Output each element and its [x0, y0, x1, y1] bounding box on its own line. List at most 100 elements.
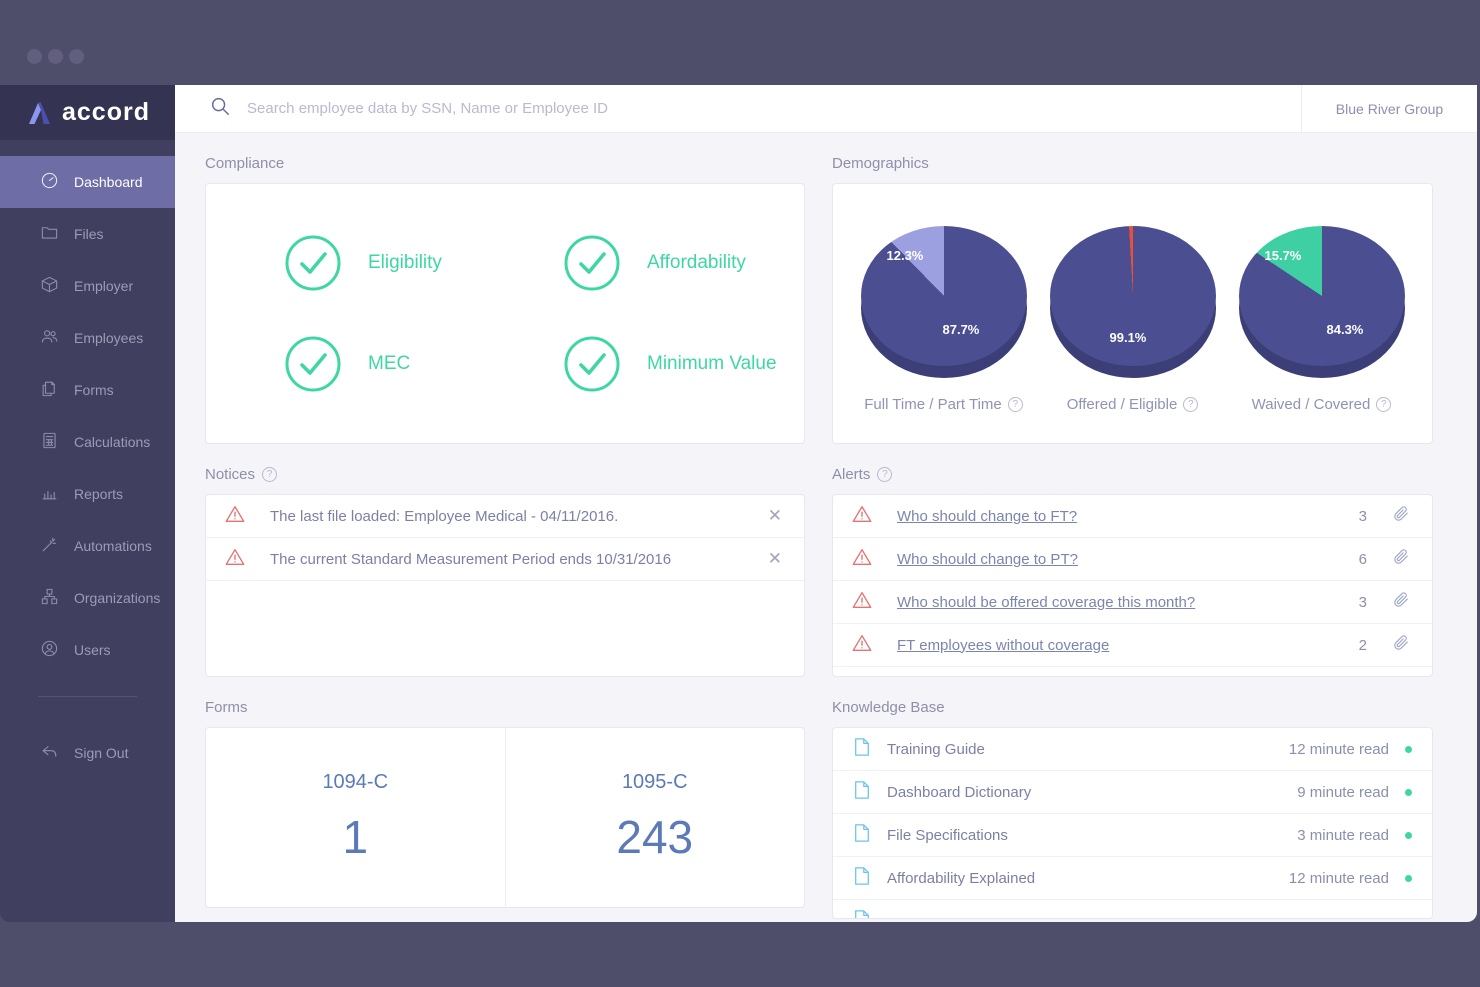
window-controls[interactable] — [27, 49, 84, 64]
notice-row: The last file loaded: Employee Medical -… — [206, 495, 804, 538]
alert-link[interactable]: Who should be offered coverage this mont… — [897, 593, 1196, 611]
kb-row[interactable]: Training Guide 12 minute read — [833, 728, 1432, 771]
unread-dot — [1405, 788, 1412, 796]
kb-row[interactable]: Affordability Explained 12 minute read — [833, 857, 1432, 900]
sidebar-item-automations[interactable]: Automations — [0, 520, 175, 572]
sidebar-nav: Dashboard Files Employer Employees — [0, 156, 175, 676]
sign-out-button[interactable]: Sign Out — [0, 727, 175, 779]
knowledge-base-title: Knowledge Base — [832, 699, 945, 716]
close-icon[interactable]: ✕ — [767, 506, 782, 525]
bar-chart-icon — [40, 483, 59, 505]
document-icon — [853, 780, 871, 805]
kb-article-link[interactable]: Training Guide — [887, 740, 985, 758]
app-window: accord Dashboard Files Employer — [0, 85, 1477, 922]
kb-read-time: 9 minute read — [1297, 783, 1389, 801]
notices-title-label: Notices — [205, 466, 256, 483]
pie-offered-eligible: 99.1% Offered / Eligible ? — [1049, 226, 1216, 443]
paperclip-icon[interactable] — [1391, 547, 1410, 571]
demographics-panel: 12.3% 87.7% Full Time / Part Time ? — [832, 183, 1433, 444]
warning-icon — [851, 589, 873, 616]
help-icon[interactable]: ? — [1183, 397, 1199, 412]
form-1094c: 1094-C 1 — [206, 728, 506, 907]
sidebar-item-calculations[interactable]: Calculations — [0, 416, 175, 468]
document-icon — [853, 909, 871, 918]
sign-out-icon — [40, 742, 59, 764]
pie-slice-label: 87.7% — [942, 322, 980, 337]
sidebar-item-label: Dashboard — [74, 174, 143, 190]
sidebar-item-forms[interactable]: Forms — [0, 364, 175, 416]
compliance-item-label: MEC — [368, 353, 411, 375]
knowledge-base-section: Knowledge Base Training Guide 12 minute … — [832, 699, 1433, 919]
magic-wand-icon — [40, 535, 59, 557]
org-switcher[interactable]: Blue River Group — [1301, 85, 1477, 132]
sidebar-item-employer[interactable]: Employer — [0, 260, 175, 312]
alerts-title-label: Alerts — [832, 466, 871, 483]
sidebar-item-reports[interactable]: Reports — [0, 468, 175, 520]
close-icon[interactable]: ✕ — [767, 549, 782, 568]
forms-section: Forms 1094-C 1 1095-C 243 — [205, 699, 805, 919]
compliance-item-label: Eligibility — [368, 251, 442, 273]
form-label: 1094-C — [322, 771, 389, 793]
compliance-item-affordability: Affordability — [505, 212, 784, 314]
pie-slice-label: 12.3% — [886, 248, 924, 263]
compliance-item-minimum-value: Minimum Value — [505, 314, 784, 416]
gauge-icon — [40, 171, 59, 193]
pie-surface — [860, 226, 1027, 366]
alert-link[interactable]: Who should change to PT? — [897, 550, 1078, 568]
alert-link[interactable]: Who should change to FT? — [897, 507, 1078, 525]
warning-icon — [851, 503, 873, 530]
paperclip-icon[interactable] — [1391, 633, 1410, 657]
warning-icon — [224, 503, 246, 530]
form-count: 1 — [342, 811, 369, 863]
unread-dot — [1405, 874, 1412, 882]
paperclip-icon[interactable] — [1391, 504, 1410, 528]
compliance-item-mec: MEC — [226, 314, 505, 416]
compliance-item-label: Minimum Value — [647, 353, 777, 375]
sidebar-item-label: Organizations — [74, 590, 161, 606]
kb-row[interactable]: File Specifications 3 minute read — [833, 814, 1432, 857]
sidebar-item-users[interactable]: Users — [0, 624, 175, 676]
document-icon — [853, 737, 871, 762]
kb-read-time: 12 minute read — [1288, 740, 1389, 758]
alert-row: Who should be offered coverage this mont… — [833, 581, 1432, 624]
sidebar-item-files[interactable]: Files — [0, 208, 175, 260]
notices-section: Notices ? The last file loaded: Employee… — [205, 466, 805, 677]
paperclip-icon[interactable] — [1391, 590, 1410, 614]
help-icon[interactable]: ? — [1376, 397, 1392, 412]
check-circle-icon — [285, 235, 341, 291]
kb-article-link[interactable]: File Specifications — [887, 826, 1008, 844]
sidebar-item-dashboard[interactable]: Dashboard — [0, 156, 175, 208]
check-circle-icon — [285, 336, 341, 392]
kb-read-time: 3 minute read — [1297, 826, 1389, 844]
kb-read-time: 12 minute read — [1288, 869, 1389, 887]
pie-surface — [1238, 226, 1405, 366]
window-dot-1[interactable] — [27, 49, 42, 64]
help-icon[interactable]: ? — [877, 467, 893, 482]
window-dot-3[interactable] — [69, 49, 84, 64]
pie-chart: 15.7% 84.3% — [1238, 226, 1405, 378]
sidebar-item-organizations[interactable]: Organizations — [0, 572, 175, 624]
search-bar[interactable] — [175, 85, 1301, 132]
document-icon — [853, 823, 871, 848]
accord-logo-icon — [29, 101, 50, 124]
kb-article-link[interactable]: Dashboard Dictionary — [887, 783, 1032, 801]
forms-title: Forms — [205, 699, 248, 716]
notice-text: The last file loaded: Employee Medical -… — [270, 507, 619, 525]
sidebar-item-label: Employer — [74, 278, 134, 294]
package-icon — [40, 275, 59, 297]
kb-article-link[interactable]: Affordability Explained — [887, 869, 1036, 887]
sidebar-item-label: Forms — [74, 382, 114, 398]
search-input[interactable] — [247, 100, 1301, 117]
compliance-item-eligibility: Eligibility — [226, 212, 505, 314]
compliance-section: Compliance Eligibility — [205, 155, 805, 444]
alert-link[interactable]: FT employees without coverage — [897, 636, 1110, 654]
forms-panel: 1094-C 1 1095-C 243 — [205, 727, 805, 908]
help-icon[interactable]: ? — [1007, 397, 1023, 412]
kb-row[interactable]: Dashboard Dictionary 9 minute read — [833, 771, 1432, 814]
window-dot-2[interactable] — [48, 49, 63, 64]
help-icon[interactable]: ? — [262, 467, 278, 482]
pie-slice-label: 15.7% — [1264, 248, 1302, 263]
kb-row-clipped[interactable] — [833, 900, 1432, 918]
topbar: Blue River Group — [175, 85, 1477, 133]
sidebar-item-employees[interactable]: Employees — [0, 312, 175, 364]
